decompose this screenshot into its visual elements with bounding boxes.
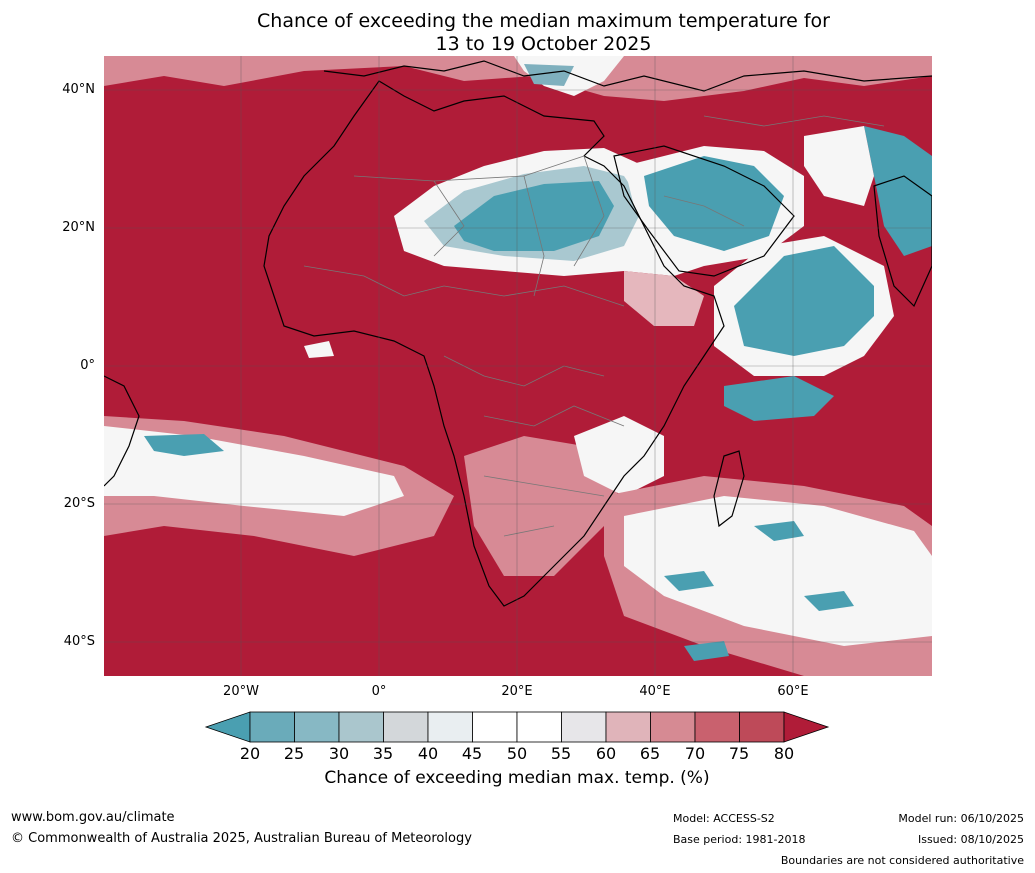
lon-label-40e: 40°E [639,684,671,699]
colorbar-segment [605,711,651,743]
region-mozambique-white [574,416,664,496]
lon-label-20w: 20°W [223,684,259,699]
lon-label-60e: 60°E [777,684,809,699]
region-arabian-sea-teal [734,246,874,356]
colorbar [204,711,830,743]
colorbar-tick: 35 [372,744,394,763]
colorbar-tick: 45 [461,744,483,763]
colorbar-extend-high [783,711,830,743]
colorbar-segment [650,711,696,743]
colorbar-tick: 80 [773,744,795,763]
region-horn-light [624,271,704,326]
footer-disclaimer: Boundaries are not considered authoritat… [780,854,1024,867]
coastline-africa [263,80,725,607]
colorbar-tick: 50 [506,744,528,763]
coastline-india [873,175,932,308]
footer-website: www.bom.gov.au/climate [11,810,175,825]
coastline-europe [323,60,932,92]
colorbar-segment [383,711,429,743]
lat-label-20s: 20°S [63,496,95,511]
footer-issued: Issued: 08/10/2025 [917,833,1024,846]
map-title: Chance of exceeding the median maximum t… [0,10,1035,56]
region-south-atlantic-teal [144,434,224,456]
colorbar-segment [338,711,384,743]
colorbar-segment [739,711,785,743]
coastline-madagascar [713,450,745,528]
region-aegean [524,64,574,86]
colorbar-extend-low [204,711,251,743]
colorbar-tick: 25 [283,744,305,763]
colorbar-segment [472,711,518,743]
region-iran-teal [864,126,932,256]
region-south-indian-white [624,496,932,646]
colorbar-segment [294,711,340,743]
colorbar-tick: 40 [417,744,439,763]
coastline-south-america [104,375,140,487]
footer-copyright: © Commonwealth of Australia 2025, Austra… [11,831,472,846]
colorbar-segment [561,711,607,743]
colorbar-tick: 70 [684,744,706,763]
colorbar-tick: 65 [639,744,661,763]
colorbar-segment [427,711,473,743]
lat-label-40s: 40°S [63,634,95,649]
region-south-indian-teal-2 [664,571,714,591]
map-canvas [104,56,932,676]
region-south-indian-teal-3 [804,591,854,611]
coastline-arabia [613,145,795,277]
region-south-indian-teal-4 [684,641,729,661]
colorbar-tick: 30 [328,744,350,763]
colorbar-tick: 60 [595,744,617,763]
lon-label-20e: 20°E [501,684,533,699]
lat-label-40n: 40°N [62,82,95,97]
region-gulf-guinea-white [304,341,334,358]
region-indian-ocean-teal [724,376,834,421]
footer-base-period: Base period: 1981-2018 [673,833,806,846]
region-arabia-teal [644,156,784,251]
country-borders [303,115,885,537]
colorbar-segment [249,711,295,743]
region-iran-white [804,126,874,206]
map-graticule [104,56,932,676]
title-line-1: Chance of exceeding the median maximum t… [257,10,830,32]
colorbar-label: Chance of exceeding median max. temp. (%… [324,768,710,788]
region-south-indian-teal [754,521,804,541]
title-line-2: 13 to 19 October 2025 [435,33,652,55]
lon-label-0: 0° [371,684,387,699]
probability-map [104,56,932,676]
lat-label-0: 0° [80,358,95,373]
colorbar-segment [694,711,740,743]
footer-model-run: Model run: 06/10/2025 [898,812,1024,825]
colorbar-tick: 75 [728,744,750,763]
lat-label-20n: 20°N [62,220,95,235]
colorbar-segment [516,711,562,743]
colorbar-tick: 55 [550,744,572,763]
colorbar-tick: 20 [239,744,261,763]
footer-model: Model: ACCESS-S2 [673,812,775,825]
